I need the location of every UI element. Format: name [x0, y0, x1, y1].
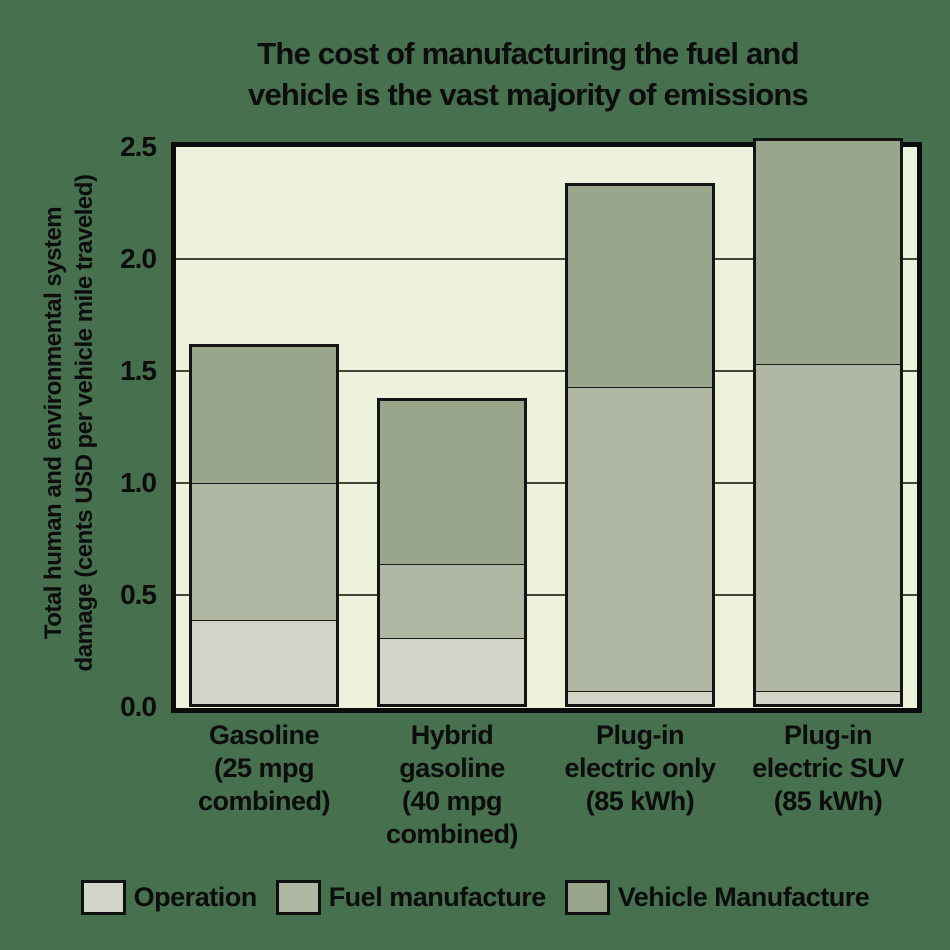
chart-title: The cost of manufacturing the fuel and v…	[98, 33, 950, 115]
legend-swatch	[564, 880, 610, 915]
segment-boundary	[189, 618, 339, 621]
gridline-1.5	[176, 370, 917, 372]
x-category-label-4: Plug-in electric SUV (85 kWh)	[708, 719, 948, 818]
legend-label: Operation	[133, 882, 258, 912]
chart-title-line2: vehicle is the vast majority of emission…	[248, 77, 809, 112]
segment-boundary	[753, 363, 903, 366]
bar-segment-fuel-manufacture	[377, 563, 527, 638]
x-category-label-line: (85 kWh)	[773, 786, 883, 816]
y-axis-title-line1: Total human and environmental system	[40, 206, 67, 640]
bar-segment-vehicle-manufacture	[565, 182, 715, 387]
chart-title-line1: The cost of manufacturing the fuel and	[257, 36, 799, 71]
y-tick-label-1.5: 1.5	[120, 355, 157, 386]
x-category-label-line: Plug-in	[596, 720, 684, 750]
gridline-0.5	[176, 594, 917, 596]
segment-boundary	[565, 385, 715, 388]
x-category-label-line: Plug-in	[784, 720, 872, 750]
y-tick-label-1.0: 1.0	[120, 467, 157, 498]
segment-boundary	[377, 562, 527, 565]
bar-segment-operation	[189, 619, 339, 707]
x-category-label-line: (40 mpg	[401, 786, 503, 816]
x-category-label-line: combined)	[197, 786, 331, 816]
bar-segment-operation	[753, 691, 903, 707]
bar-outline	[377, 397, 527, 707]
y-tick-label-0.5: 0.5	[120, 579, 157, 610]
legend: Operation Fuel manufacture Vehicle Manufac…	[0, 880, 950, 915]
legend-swatch	[80, 880, 126, 915]
bar-segment-vehicle-manufacture	[377, 397, 527, 564]
y-tick-label-2.5: 2.5	[120, 131, 157, 162]
y-axis-title: Total human and environmental system dam…	[38, 113, 102, 733]
legend-item-operation: Operation	[80, 880, 258, 915]
bar-segment-vehicle-manufacture	[189, 344, 339, 483]
legend-item-vehicle-manufacture: Vehicle Manufacture	[564, 880, 870, 915]
gridline-2.0	[176, 258, 917, 260]
x-category-label-1: Gasoline (25 mpg combined)	[144, 719, 384, 818]
x-category-label-line: electric only	[564, 753, 716, 783]
legend-label: Fuel manufacture	[328, 882, 547, 912]
bar-segment-fuel-manufacture	[753, 364, 903, 692]
gridline-1.0	[176, 482, 917, 484]
legend-swatch	[275, 880, 321, 915]
x-category-label-2: Hybrid gasoline (40 mpg combined)	[332, 719, 572, 851]
y-tick-label-0.0: 0.0	[120, 691, 157, 722]
x-category-label-line: (85 kWh)	[585, 786, 695, 816]
bar-3	[565, 182, 715, 707]
segment-boundary	[753, 690, 903, 693]
legend-item-fuel-manufacture: Fuel manufacture	[275, 880, 547, 915]
bar-segment-vehicle-manufacture	[753, 138, 903, 365]
x-category-label-line: combined)	[385, 819, 519, 849]
bar-segment-operation	[377, 637, 527, 707]
bar-4	[753, 138, 903, 707]
segment-boundary	[565, 690, 715, 693]
bar-segment-fuel-manufacture	[189, 483, 339, 620]
y-axis-title-line2: damage (cents USD per vehicle mile trave…	[71, 174, 98, 672]
y-tick-label-2.0: 2.0	[120, 243, 157, 274]
segment-boundary	[377, 636, 527, 639]
legend-label: Vehicle Manufacture	[617, 882, 870, 912]
bar-outline	[753, 138, 903, 707]
x-category-label-line: (25 mpg	[213, 753, 315, 783]
bar-2	[377, 397, 527, 707]
x-category-label-line: electric SUV	[752, 753, 904, 783]
x-category-label-3: Plug-in electric only (85 kWh)	[520, 719, 760, 818]
bar-1	[189, 344, 339, 707]
x-category-label-line: gasoline	[399, 753, 505, 783]
bar-outline	[189, 344, 339, 707]
x-category-label-line: Gasoline	[208, 720, 320, 750]
segment-boundary	[189, 481, 339, 484]
x-category-label-line: Hybrid	[410, 720, 494, 750]
bar-segment-operation	[565, 691, 715, 707]
bar-segment-fuel-manufacture	[565, 386, 715, 692]
bar-outline	[565, 182, 715, 707]
